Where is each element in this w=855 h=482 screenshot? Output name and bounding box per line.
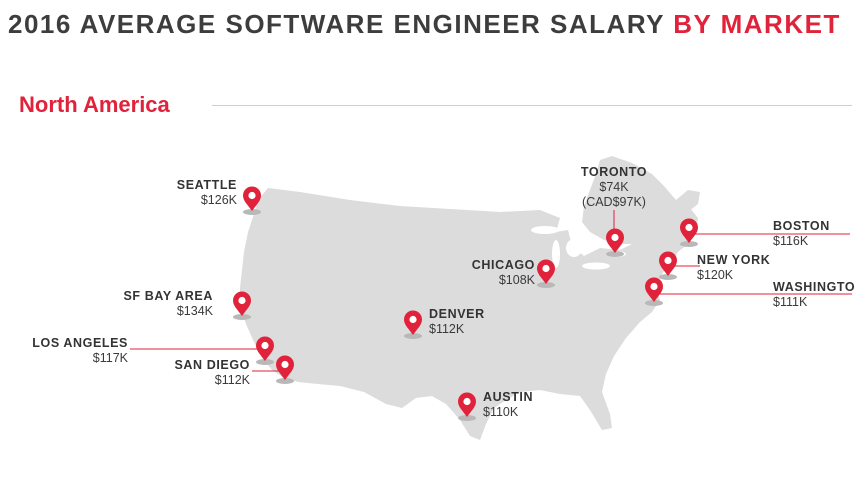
title-main: 2016 AVERAGE SOFTWARE ENGINEER SALARY — [8, 9, 665, 39]
market-label-new-york: NEW YORK $120K — [697, 253, 770, 283]
market-label-los-angeles: LOS ANGELES $117K — [32, 336, 128, 366]
salary-value: $108K — [498, 273, 535, 287]
market-label-seattle: SEATTLE $126K — [177, 178, 237, 208]
pin-icon-san-diego[interactable] — [276, 355, 294, 385]
market-label-austin: AUSTIN $110K — [483, 390, 533, 420]
market-label-washington: WASHINGTON $111K — [773, 280, 855, 310]
canada-landmass — [582, 156, 700, 244]
city-name: DENVER — [429, 307, 485, 321]
market-label-san-diego: SAN DIEGO $112K — [174, 358, 250, 388]
pin-icon-seattle[interactable] — [243, 186, 261, 216]
pin-icon-denver[interactable] — [404, 310, 422, 340]
salary-value: $111K — [773, 295, 808, 309]
market-label-chicago: CHICAGO $108K — [472, 258, 535, 288]
region-heading: North America — [19, 92, 170, 117]
lake-michigan — [552, 240, 560, 268]
market-label-toronto: TORONTO $74K (CAD$97K) — [564, 165, 664, 210]
title-accent: BY MARKET — [673, 9, 841, 39]
city-name: CHICAGO — [471, 258, 535, 272]
salary-value: $112K — [429, 322, 465, 336]
pin-icon-chicago[interactable] — [537, 259, 555, 289]
city-name: SAN DIEGO — [174, 358, 250, 372]
salary-value: $74K — [599, 180, 629, 194]
salary-value: $110K — [483, 405, 519, 419]
pin-icon-austin[interactable] — [458, 392, 476, 422]
pin-icon-new-york[interactable] — [659, 251, 677, 281]
salary-value: $120K — [697, 268, 734, 282]
region-divider — [212, 105, 852, 106]
leader-lines — [130, 210, 852, 372]
page-title: 2016 AVERAGE SOFTWARE ENGINEER SALARY BY… — [8, 9, 841, 40]
market-label-sf-bay-area: SF BAY AREA $134K — [124, 289, 214, 319]
salary-value: $112K — [214, 373, 250, 387]
lake-huron — [566, 239, 582, 257]
salary-value: $126K — [200, 193, 237, 207]
pin-icon-sf-bay-area[interactable] — [233, 291, 251, 321]
city-name: BOSTON — [773, 219, 830, 233]
city-name: SF BAY AREA — [123, 289, 213, 303]
city-name: AUSTIN — [483, 390, 534, 404]
market-label-boston: BOSTON $116K — [773, 219, 830, 249]
city-name: LOS ANGELES — [32, 336, 128, 350]
city-name: NEW YORK — [697, 253, 771, 267]
salary-value: $117K — [92, 351, 128, 365]
salary-alt-value: (CAD$97K) — [582, 195, 646, 209]
pin-icon-los-angeles[interactable] — [256, 336, 274, 366]
salary-value: $116K — [773, 234, 809, 248]
pin-icon-toronto[interactable] — [606, 228, 624, 258]
city-name: TORONTO — [580, 165, 648, 179]
pin-icon-boston[interactable] — [680, 218, 698, 248]
lake-superior — [531, 226, 559, 234]
market-label-denver: DENVER $112K — [429, 307, 485, 337]
lake-erie — [582, 262, 610, 270]
city-name: WASHINGTON — [773, 280, 855, 294]
salary-value: $134K — [176, 304, 213, 318]
pin-icon-washington[interactable] — [645, 277, 663, 307]
city-name: SEATTLE — [176, 178, 237, 192]
usa-landmass — [240, 188, 698, 440]
